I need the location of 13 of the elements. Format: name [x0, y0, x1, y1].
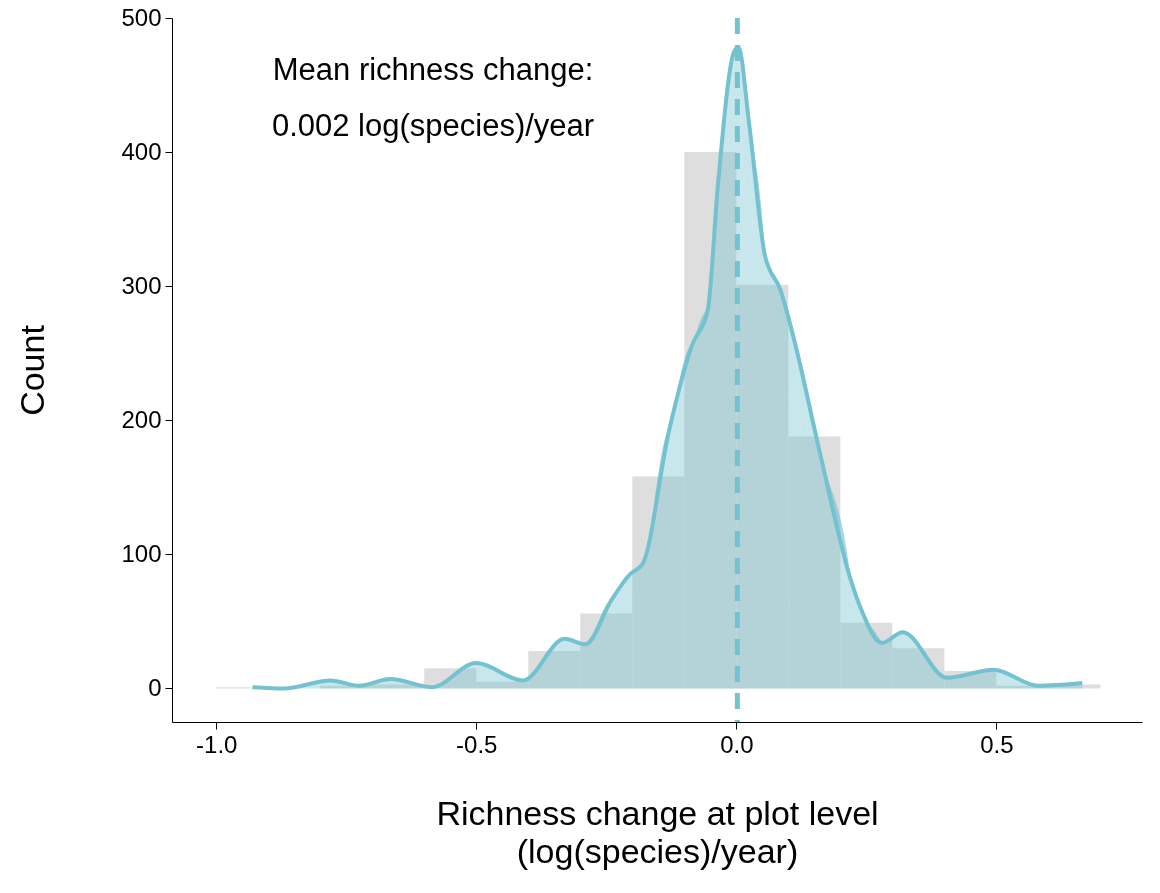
y-tick-label: 300 — [121, 271, 162, 299]
x-tick-label: 0.0 — [720, 730, 754, 758]
x-tick-label: 0.5 — [980, 730, 1014, 758]
x-tick-label: -1.0 — [196, 730, 238, 758]
y-tick-label: 100 — [121, 539, 162, 567]
y-axis-title: Count — [13, 324, 52, 416]
y-tick-label: 0 — [148, 673, 162, 701]
y-tick-label: 400 — [121, 137, 162, 165]
x-axis-title: Richness change at plot level (log(species)/year) — [436, 793, 879, 870]
y-tick-label: 200 — [121, 405, 162, 433]
x-tick-label: -0.5 — [456, 730, 498, 758]
annotation: Mean richness change: 0.002 log(species)/year — [271, 52, 595, 143]
y-tick-label: 500 — [121, 3, 162, 31]
